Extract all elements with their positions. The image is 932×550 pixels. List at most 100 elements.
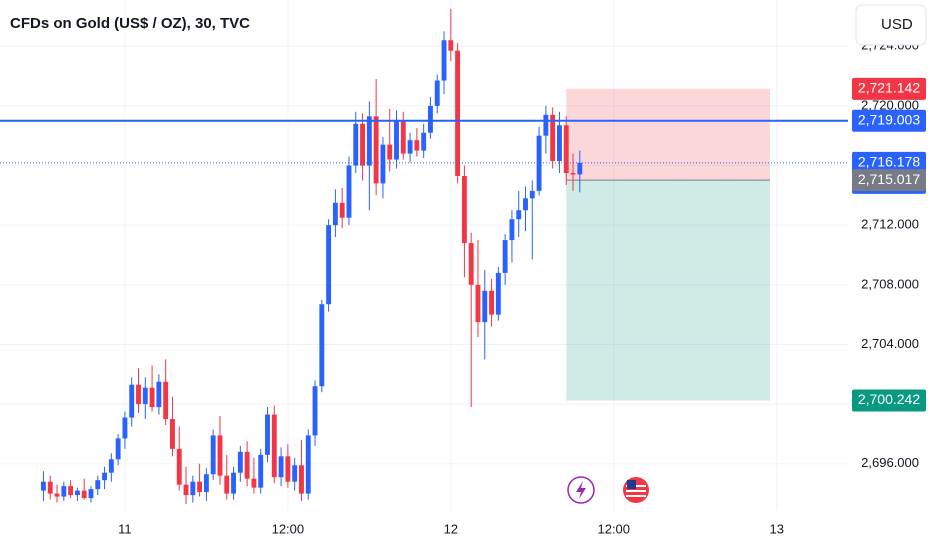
candle-body — [156, 381, 162, 408]
candle-body — [122, 417, 128, 439]
candle-body — [550, 114, 556, 162]
candle-body — [380, 144, 386, 184]
candle-body — [353, 123, 359, 166]
flag-canton — [627, 480, 636, 489]
candle-body — [115, 438, 121, 460]
candle-body — [502, 240, 508, 273]
target-label: 2,700.242 — [858, 391, 920, 407]
candle-body — [108, 459, 114, 473]
entry-label-bg — [852, 169, 926, 192]
flag-stripe — [626, 495, 646, 497]
candle-body — [305, 435, 311, 494]
y-tick-label: 2,712.000 — [861, 217, 919, 232]
candle-body — [74, 490, 80, 496]
y-tick-label: 2,704.000 — [861, 336, 919, 351]
candle-body — [183, 484, 189, 496]
candle-body — [203, 474, 209, 493]
lightning — [576, 481, 586, 499]
candle-body — [421, 132, 427, 151]
candle-body — [95, 480, 101, 490]
candle-body — [61, 486, 67, 497]
chart-title: CFDs on Gold (US$ / OZ), 30, TVC — [10, 15, 250, 32]
currency-label: USD — [881, 16, 913, 33]
candle-body — [563, 125, 569, 173]
currency-button[interactable] — [855, 4, 927, 46]
candle-body — [495, 272, 501, 315]
candle-body — [387, 144, 393, 160]
y-tick-label: 2,708.000 — [861, 276, 919, 291]
candle-body — [47, 481, 53, 494]
price-axis: 2,696.0002,700.0002,704.0002,708.0002,71… — [852, 38, 926, 470]
candle-body — [394, 120, 399, 160]
candle-body — [170, 419, 175, 449]
candle-body — [299, 465, 304, 494]
event-icons — [567, 476, 649, 504]
candle-body — [475, 284, 481, 323]
candle-body — [278, 456, 284, 478]
candle-body — [509, 219, 515, 241]
candle-body — [68, 486, 74, 496]
candle-body — [332, 202, 338, 226]
y-tick-label: 2,720.000 — [861, 97, 919, 112]
candle-body — [217, 435, 223, 476]
candle-body — [441, 40, 447, 81]
candle-body — [516, 210, 522, 220]
line-label: 2,719.003 — [858, 111, 920, 127]
candle-body — [292, 465, 298, 482]
stop-label: 2,721.142 — [858, 80, 920, 96]
candle-body — [455, 50, 461, 176]
x-tick-label: 12 — [444, 521, 458, 536]
candle-body — [577, 162, 583, 175]
candle-body — [81, 490, 87, 499]
candle-body — [197, 481, 203, 493]
candle-body — [102, 472, 108, 481]
x-tick-label: 12:00 — [597, 521, 630, 536]
candle-body — [258, 454, 264, 488]
candle-body — [163, 381, 169, 420]
candle-body — [142, 387, 148, 405]
stop-label-bg — [852, 77, 926, 100]
candle-body — [482, 290, 488, 323]
candle-body — [210, 435, 216, 475]
candle-body — [407, 140, 413, 154]
candle-body — [461, 175, 467, 244]
candle-body — [339, 202, 345, 218]
candle-body — [543, 114, 549, 136]
y-tick-label: 2,696.000 — [861, 455, 919, 470]
candle-body — [346, 165, 352, 218]
candle-body — [529, 190, 535, 199]
candle-body — [88, 489, 94, 499]
candle-body — [271, 414, 277, 478]
candle-body — [360, 123, 365, 166]
candle-body — [224, 475, 230, 494]
entry-label: 2,715.017 — [858, 171, 920, 187]
candle-body — [129, 384, 135, 418]
candle-body — [319, 304, 325, 387]
candle-body — [251, 478, 257, 488]
candle-body — [190, 481, 196, 496]
flag-stripe — [626, 490, 646, 492]
candle-body — [244, 451, 250, 479]
target-label-bg — [852, 389, 926, 412]
candle-body — [428, 105, 433, 133]
candle-body — [41, 481, 46, 491]
candle-body — [149, 387, 155, 408]
plot-area — [0, 0, 848, 510]
candle-body — [366, 116, 372, 166]
target-zone — [566, 180, 770, 401]
candle-body — [231, 472, 237, 494]
line-label-bg — [852, 109, 926, 132]
candle-body — [373, 116, 379, 184]
stop-zone — [566, 88, 770, 181]
last-price-label: 2,716.178 — [858, 154, 920, 170]
candle-body — [326, 225, 332, 305]
candle-body — [448, 40, 454, 51]
candle-body — [176, 448, 182, 485]
candle-body — [265, 414, 270, 455]
candle-body — [434, 80, 440, 106]
candle-body — [536, 135, 542, 191]
candle-body — [400, 120, 406, 154]
x-tick-label: 11 — [118, 521, 132, 536]
candle-body — [136, 384, 141, 405]
